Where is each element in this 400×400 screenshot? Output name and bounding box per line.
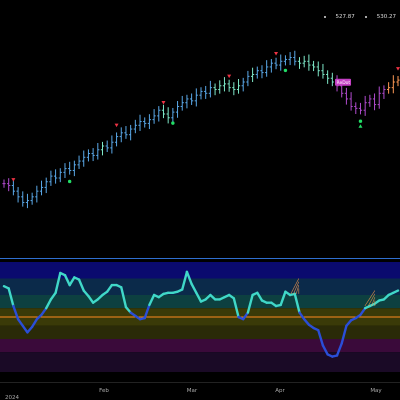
- divergence-fan: [295, 285, 300, 294]
- oscillator-segment: [124, 305, 132, 314]
- oscillator-segment: [120, 286, 128, 309]
- oscillator-segment: [317, 329, 325, 347]
- sell-signal-marker: [161, 101, 166, 105]
- x-year-label: 2024: [5, 395, 19, 400]
- oscillator-segment: [49, 291, 57, 301]
- oscillator-segment: [279, 290, 287, 307]
- oscillator-band: [0, 352, 400, 372]
- divergence-fan: [290, 278, 300, 295]
- divergence-fan: [371, 297, 376, 307]
- oscillator-band: [0, 278, 400, 295]
- buy-signal-marker: [283, 68, 288, 73]
- divergence-fan: [367, 293, 376, 307]
- oscillator-segment: [77, 278, 85, 292]
- x-tick-label: Apr: [275, 388, 285, 394]
- oscillator-segment: [21, 324, 29, 334]
- oscillator-segment: [246, 293, 254, 314]
- oscillator-pane[interactable]: [0, 262, 400, 372]
- oscillator-segment: [302, 318, 311, 326]
- price-a: 527.87: [335, 14, 355, 20]
- oscillator-segment: [63, 274, 71, 287]
- oscillator-segment: [392, 289, 400, 294]
- oscillator-band: [0, 262, 400, 279]
- oscillator-segment: [256, 291, 264, 302]
- oscillator-segment: [54, 271, 62, 294]
- oscillator-segment: [242, 311, 250, 321]
- x-tick-label: May: [370, 388, 382, 394]
- oscillator-segment: [185, 270, 193, 286]
- buy-signal-marker: [358, 119, 363, 123]
- oscillator-segment: [68, 276, 76, 287]
- oscillator-segment: [45, 298, 53, 310]
- buy-signal-marker: [358, 124, 363, 128]
- divergence-fan: [364, 290, 376, 307]
- time-axis: Feb Mar Apr May 2024: [0, 382, 400, 400]
- oscillator-segment: [321, 344, 329, 356]
- buy-signal-marker: [171, 121, 175, 125]
- oscillator-segment: [340, 324, 348, 345]
- oscillator-segment: [345, 319, 353, 327]
- buy-signal-marker: [67, 179, 72, 184]
- divergence-fan: [293, 281, 300, 295]
- oscillator-segment: [7, 287, 15, 308]
- x-tick-label: Mar: [187, 388, 198, 394]
- oscillator-segment: [82, 289, 90, 298]
- oscillator-segment: [181, 270, 189, 291]
- oscillator-segment: [105, 283, 114, 293]
- oscillator-segment: [40, 307, 48, 316]
- x-tick-label: Feb: [99, 388, 109, 394]
- readout-dot: [364, 16, 367, 18]
- oscillator-segment: [190, 282, 198, 294]
- price-pane[interactable]: ReDot: [2, 50, 400, 209]
- oscillator-segment: [143, 303, 151, 320]
- oscillator-segment: [12, 304, 20, 321]
- oscillator-segment: [293, 292, 301, 314]
- oscillator-band: [0, 325, 400, 339]
- annotation-tag: [335, 78, 352, 86]
- oscillator-segment: [298, 311, 306, 321]
- oscillator-segment: [26, 325, 34, 334]
- sell-signal-marker: [227, 74, 232, 79]
- sell-signal-marker: [396, 67, 400, 71]
- annotation-label: ReDot: [337, 80, 351, 86]
- oscillator-segment: [87, 294, 95, 304]
- oscillator-segment: [148, 293, 156, 307]
- oscillator-segment: [195, 291, 203, 303]
- oscillator-segment: [30, 318, 39, 329]
- readout-dot: [323, 16, 326, 18]
- oscillator-segment: [232, 297, 240, 319]
- sell-signal-marker: [274, 52, 279, 56]
- oscillator-segment: [16, 318, 24, 327]
- oscillator-band: [0, 339, 400, 353]
- price-b: 530.27: [376, 14, 396, 20]
- sell-signal-marker: [114, 123, 119, 128]
- oscillator-segment: [359, 307, 367, 316]
- oscillator-segment: [335, 342, 343, 357]
- price-readout: 527.87 530.27: [323, 14, 396, 20]
- sell-signal-marker: [11, 178, 16, 182]
